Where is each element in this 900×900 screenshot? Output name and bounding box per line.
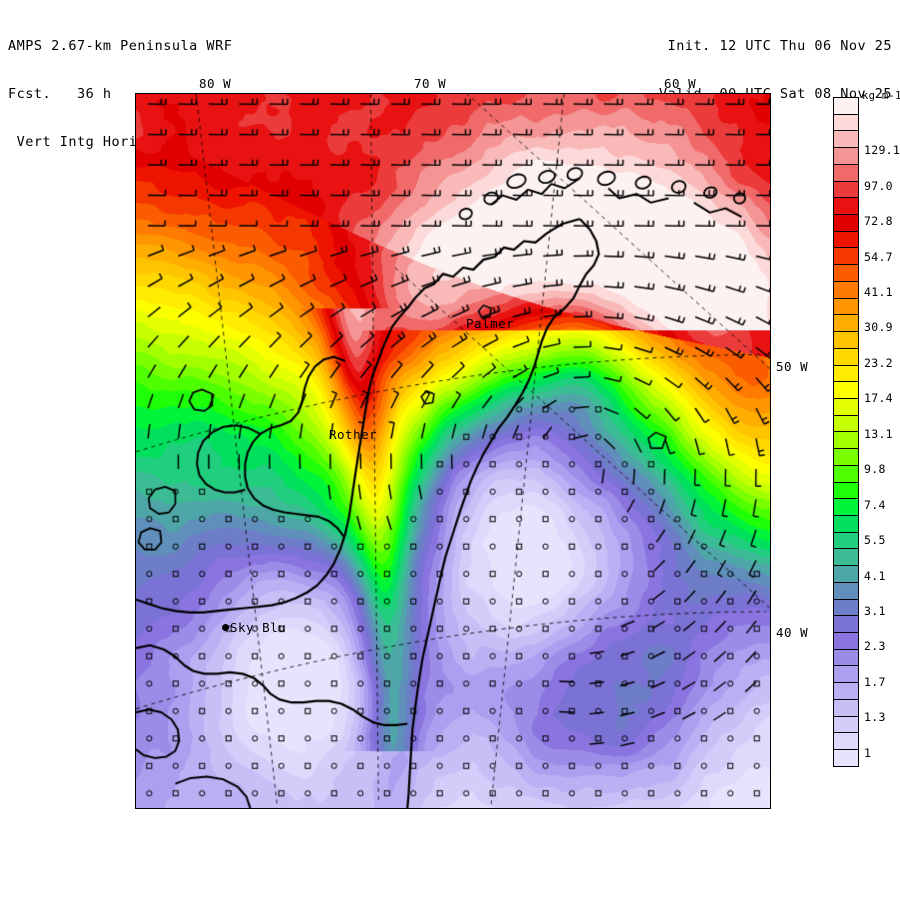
axis-label-lon-70w: 70 W (414, 76, 447, 91)
colorbar-cell (833, 264, 859, 282)
colorbar-tick-label: 30.9 (864, 320, 893, 335)
vapor-transport-field (136, 94, 770, 808)
colorbar-cell (833, 715, 859, 734)
map-plot-area[interactable]: Palmer Rother Sky Blu (135, 93, 771, 809)
colorbar-cell (833, 230, 859, 249)
colorbar-cell (833, 314, 859, 333)
colorbar-cell (833, 565, 859, 583)
colorbar-tick-label: 97.0 (864, 178, 893, 193)
colorbar-cell (833, 732, 859, 751)
station-label: Sky Blu (230, 620, 287, 635)
colorbar-tick-label: 7.4 (864, 497, 886, 512)
colorbar-units-label: kg m-1 s-1 (862, 90, 900, 102)
colorbar-tick-label: 23.2 (864, 355, 893, 370)
colorbar-cell (833, 97, 859, 115)
axis-label-lon-80w: 80 W (199, 76, 232, 91)
colorbar-tick-label: 13.1 (864, 426, 893, 441)
forecast-hour-line: Fcst. 36 h (8, 86, 112, 102)
colorbar-tick-label: 72.8 (864, 214, 893, 229)
colorbar-tick-label: 1 (864, 745, 872, 760)
colorbar-cell (833, 531, 859, 550)
colorbar-tick-label: 17.4 (864, 391, 893, 406)
colorbar-cell (833, 163, 859, 182)
colorbar-cell (833, 197, 859, 216)
colorbar-tick-label: 4.1 (864, 568, 886, 583)
axis-label-lon-60w: 60 W (664, 76, 697, 91)
colorbar-cell (833, 598, 859, 617)
colorbar-tick-label: 5.5 (864, 533, 886, 548)
colorbar-cell (833, 280, 859, 299)
colorbar-cell (833, 214, 859, 232)
colorbar-cell (833, 648, 859, 667)
axis-label-lon-50w: 50 W (776, 359, 809, 374)
colorbar-cell (833, 147, 859, 165)
colorbar-cell (833, 130, 859, 149)
axis-label-lon-40w: 40 W (776, 625, 809, 640)
colorbar-tick-label: 1.3 (864, 710, 886, 725)
colorbar-tick-label: 54.7 (864, 249, 893, 264)
colorbar-tick-label: 1.7 (864, 674, 886, 689)
colorbar-cell (833, 581, 859, 600)
colorbar-cell (833, 247, 859, 266)
colorbar-cell (833, 514, 859, 533)
colorbar-cell (833, 481, 859, 500)
colorbar-tick-label: 41.1 (864, 284, 893, 299)
colorbar-cell (833, 749, 859, 767)
colorbar-cell (833, 397, 859, 416)
colorbar-cell (833, 364, 859, 383)
init-time-line: Init. 12 UTC Thu 06 Nov 25 (667, 38, 892, 54)
colorbar-cell (833, 665, 859, 684)
colorbar-cell (833, 464, 859, 483)
colorbar-cell (833, 632, 859, 650)
colorbar-cell (833, 498, 859, 516)
colorbar-cell (833, 698, 859, 717)
station-label: Rother (329, 427, 378, 442)
colorbar-tick-label: 2.3 (864, 639, 886, 654)
station-marker-dot (222, 624, 229, 631)
colorbar[interactable] (833, 97, 859, 767)
colorbar-cell (833, 682, 859, 700)
colorbar-tick-label: 9.8 (864, 462, 886, 477)
colorbar-cell (833, 615, 859, 633)
colorbar-tick-label: 129.1 (864, 143, 900, 158)
colorbar-cell (833, 414, 859, 433)
colorbar-cell (833, 548, 859, 567)
model-title: AMPS 2.67-km Peninsula WRF (8, 38, 233, 54)
colorbar-cell (833, 431, 859, 450)
colorbar-cell (833, 113, 859, 132)
colorbar-cell (833, 448, 859, 466)
colorbar-cell (833, 381, 859, 399)
colorbar-cell (833, 297, 859, 316)
colorbar-tick-label: 3.1 (864, 604, 886, 619)
station-label: Palmer (466, 316, 515, 331)
colorbar-cell (833, 180, 859, 199)
colorbar-cell (833, 331, 859, 349)
colorbar-cell (833, 347, 859, 366)
